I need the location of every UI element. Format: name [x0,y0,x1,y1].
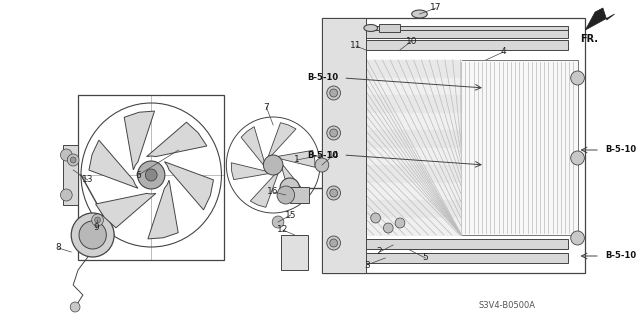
Circle shape [330,239,337,247]
Circle shape [61,189,72,201]
Circle shape [371,213,380,223]
Bar [339,30,568,38]
Polygon shape [241,127,264,165]
Bar [281,235,308,270]
Text: B-5-10: B-5-10 [307,73,339,83]
Polygon shape [278,150,315,167]
Circle shape [145,169,157,181]
Circle shape [327,236,340,250]
Circle shape [327,186,340,200]
Text: 14: 14 [328,151,339,160]
Bar [339,253,568,263]
Bar [63,145,78,205]
Circle shape [330,189,337,197]
Text: B-5-10: B-5-10 [605,251,636,261]
Polygon shape [366,182,461,200]
Circle shape [95,217,100,223]
Circle shape [383,223,393,233]
Text: B-5-10: B-5-10 [307,151,339,160]
Polygon shape [366,130,461,147]
Bar [366,60,577,235]
Circle shape [61,149,72,161]
Polygon shape [89,140,138,188]
Text: 2: 2 [377,248,382,256]
Text: B-5-10: B-5-10 [605,145,636,154]
Text: 11: 11 [350,41,362,50]
Bar [339,239,568,249]
Text: 3: 3 [364,261,370,270]
Circle shape [330,129,337,137]
Polygon shape [148,180,178,239]
Circle shape [79,221,106,249]
Bar [339,26,568,36]
Text: 5: 5 [422,254,428,263]
Polygon shape [366,78,461,95]
Polygon shape [366,218,461,235]
Circle shape [571,231,584,245]
Circle shape [327,126,340,140]
Polygon shape [586,8,614,30]
Ellipse shape [412,10,428,18]
Text: 1: 1 [294,155,300,165]
Polygon shape [366,147,461,165]
Bar [322,18,366,273]
Circle shape [571,71,584,85]
Circle shape [264,155,283,175]
Ellipse shape [364,25,378,32]
Circle shape [71,213,114,257]
Polygon shape [268,123,296,156]
Circle shape [280,178,300,198]
Polygon shape [124,111,154,170]
Text: 15: 15 [285,211,296,219]
Circle shape [277,186,294,204]
Text: 10: 10 [406,36,417,46]
Polygon shape [366,95,461,113]
Polygon shape [366,113,461,130]
Text: 6: 6 [136,170,141,180]
Polygon shape [282,165,305,203]
Bar [339,40,568,50]
Polygon shape [366,200,461,218]
Circle shape [330,89,337,97]
Text: 13: 13 [82,175,93,184]
Circle shape [70,157,76,163]
Polygon shape [147,122,207,157]
Bar [78,95,225,260]
Text: 4: 4 [500,48,506,56]
Bar [290,187,309,203]
Text: S3V4-B0500A: S3V4-B0500A [479,300,536,309]
Bar [322,18,586,273]
Circle shape [70,302,80,312]
Polygon shape [366,165,461,182]
Text: 9: 9 [93,224,99,233]
Polygon shape [164,162,214,210]
Circle shape [92,214,104,226]
Circle shape [395,218,405,228]
Circle shape [272,216,284,228]
Circle shape [327,86,340,100]
Polygon shape [231,163,268,180]
Polygon shape [366,60,461,78]
Text: 17: 17 [430,4,442,12]
Text: FR.: FR. [580,34,598,44]
Text: 16: 16 [268,188,279,197]
Bar [378,24,400,32]
Polygon shape [250,174,278,207]
Circle shape [571,151,584,165]
Text: 8: 8 [56,243,61,253]
Circle shape [67,154,79,166]
Circle shape [315,158,329,172]
Polygon shape [95,193,156,228]
Text: 7: 7 [264,102,269,112]
Circle shape [138,161,165,189]
Text: 12: 12 [277,226,289,234]
